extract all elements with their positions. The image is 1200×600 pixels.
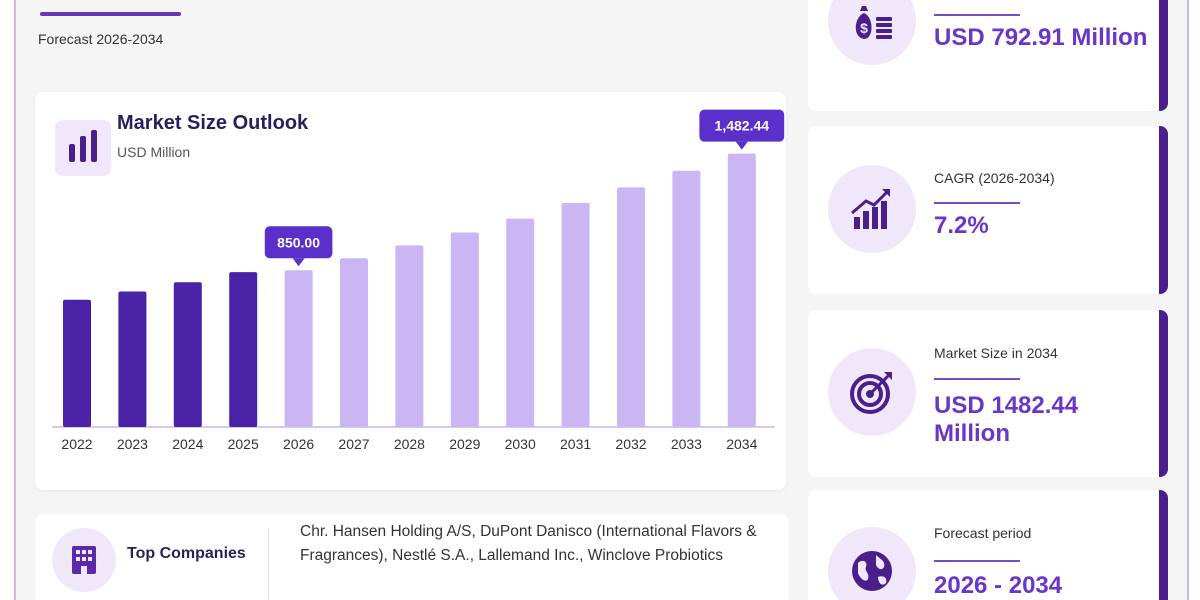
data-label-2026: 850.00 [264,226,333,267]
forecast-subtitle: Forecast 2026-2034 [38,31,164,47]
stat-underline [934,14,1020,16]
x-tick-label: 2028 [394,436,425,452]
svg-text:850.00: 850.00 [277,234,320,250]
top-companies-list: Chr. Hansen Holding A/S, DuPont Danisco … [300,523,757,564]
chart-unit-label: USD Million [117,144,191,160]
bar-2028 [395,245,424,427]
divider [268,528,269,600]
stat-underline [934,378,1020,380]
bar-2025 [229,272,258,427]
building-icon [52,528,116,592]
stat-underline [934,560,1020,562]
bar-2023 [118,291,147,427]
bar-2034 [727,153,756,428]
x-tick-label: 2027 [338,436,369,452]
stat-value: USD 792.91 Million [934,24,1148,51]
growth-chart-icon [828,165,916,253]
svg-text:$: $ [860,20,868,36]
stat-label: Market Size in 2034 [934,345,1058,361]
x-tick-label: 2026 [283,436,314,452]
bar-2029 [450,232,479,427]
x-tick-label: 2031 [560,436,591,452]
x-tick-label: 2032 [615,436,646,452]
chart-title: Market Size Outlook [117,112,309,134]
globe-icon [828,527,916,600]
stat-label: CAGR (2026-2034) [934,170,1055,186]
x-tick-label: 2025 [228,436,259,452]
bar-2033 [672,170,701,427]
bar-chart-icon [55,120,111,176]
stat-card-market-size-2034: Market Size in 2034 USD 1482.44 Million [808,310,1168,477]
top-companies-label: Top Companies [127,545,246,562]
bar-2024 [173,282,202,427]
top-companies-card: Top Companies Chr. Hansen Holding A/S, D… [35,514,789,600]
bar-2027 [340,258,368,427]
stat-value: 2026 - 2034 [934,572,1063,599]
stat-value: 7.2% [934,212,989,239]
stat-card-market-size-2025: $ USD 792.91 Million [808,0,1168,111]
x-tick-label: 2030 [505,436,536,452]
x-tick-label: 2023 [117,436,148,452]
x-tick-label: 2029 [449,436,480,452]
x-tick-label: 2034 [726,436,757,452]
bar-2030 [506,218,535,427]
data-label-2034: 1,482.44 [699,109,785,150]
header-accent-line [40,12,181,16]
market-size-chart-card: Market Size Outlook USD Million 2022 2023… [35,92,786,490]
x-tick-label: 2024 [172,436,203,452]
bar-chart: 2022 2023 2024 2025 2026 850.00 2027 2028 2029 20… [52,109,785,452]
svg-text:1,482.44: 1,482.44 [715,118,770,134]
stat-value: USD 1482.44 Million [934,392,1079,447]
stat-card-cagr: CAGR (2026-2034) 7.2% [808,126,1168,294]
bar-2031 [561,202,590,427]
stat-card-forecast-period: Forecast period 2026 - 2034 [808,490,1168,600]
x-tick-label: 2022 [61,436,92,452]
target-icon [828,348,916,436]
stat-underline [934,202,1020,204]
money-bag-icon: $ [828,0,916,65]
bar-2022 [63,299,91,427]
x-tick-label: 2033 [671,436,702,452]
bar-2032 [617,187,645,427]
bar-2026 [284,270,313,427]
stat-label: Forecast period [934,525,1032,541]
